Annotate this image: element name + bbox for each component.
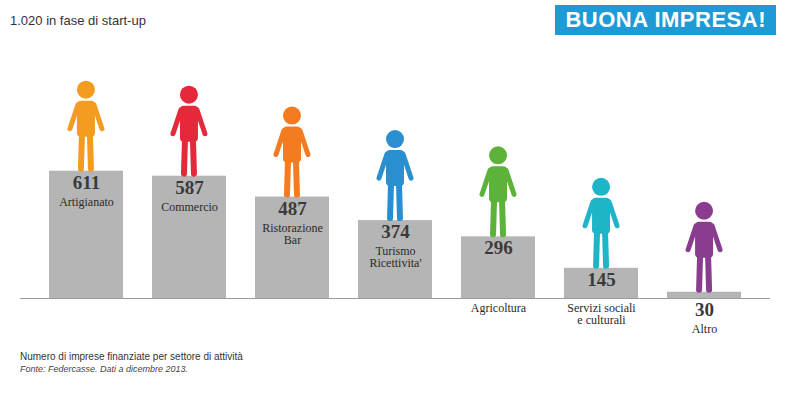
html-text:Numero di imprese finanziate p: Numero di imprese finanziate per settore… — [20, 351, 243, 362]
svg-text:Commercio: Commercio — [161, 200, 218, 214]
svg-text:TurismoRicettivita': TurismoRicettivita' — [369, 244, 421, 270]
html-text:BUONA IMPRESA!: BUONA IMPRESA! — [565, 7, 766, 32]
svg-text:145: 145 — [587, 269, 616, 290]
svg-text:30: 30 — [695, 299, 714, 320]
svg-text:Artigianato: Artigianato — [59, 195, 114, 209]
svg-text:Servizi socialie culturali: Servizi socialie culturali — [567, 301, 636, 327]
svg-text:RistorazioneBar: RistorazioneBar — [262, 221, 323, 247]
html-text:1.020 in fase di start-up: 1.020 in fase di start-up — [10, 12, 146, 28]
svg-text:587: 587 — [175, 177, 204, 198]
svg-text:374: 374 — [381, 221, 410, 242]
svg-text:611: 611 — [73, 172, 100, 193]
svg-text:Agricoltura: Agricoltura — [471, 301, 527, 315]
svg-text:Altro: Altro — [692, 322, 717, 336]
html-text:Fonte: Federcasse. Dati a dice: Fonte: Federcasse. Dati a dicembre 2013. — [20, 364, 189, 374]
svg-text:296: 296 — [484, 237, 513, 258]
svg-text:487: 487 — [278, 198, 307, 219]
